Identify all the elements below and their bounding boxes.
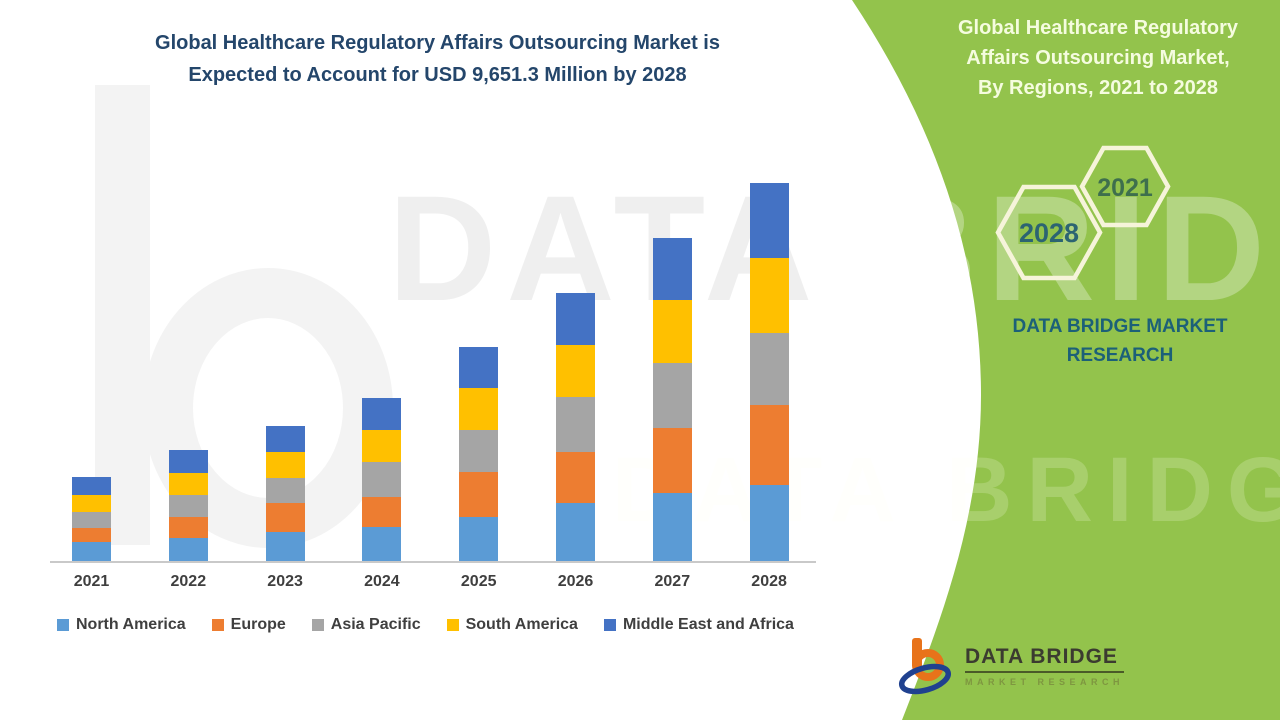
- logo-name: DATA BRIDGE: [965, 645, 1125, 673]
- side-panel-title-line3: By Regions, 2021 to 2028: [977, 77, 1219, 99]
- green-curve-shape: [852, 0, 1280, 720]
- x-axis-label: 2021: [73, 573, 110, 590]
- bar-segment: [265, 503, 305, 533]
- legend-marker: [57, 619, 69, 631]
- bar-segment: [556, 397, 595, 453]
- legend-marker: [211, 619, 224, 631]
- bar-segment: [265, 426, 305, 453]
- bar-segment: [652, 363, 692, 429]
- bar-segment: [168, 473, 208, 496]
- stacked-bar-2025: [459, 347, 499, 561]
- stacked-bar-2024: [362, 398, 402, 561]
- side-panel-title-line1: Global Healthcare Regulatory: [957, 17, 1239, 39]
- brand-line2: RESEARCH: [1066, 345, 1174, 366]
- bar-segment: [362, 398, 402, 431]
- bar-segment: [72, 477, 111, 496]
- bar-segment: [749, 405, 789, 486]
- legend-label: Asia Pacific: [330, 616, 421, 633]
- legend-label: Europe: [230, 616, 286, 633]
- hexagon-2021-label: 2021: [1097, 174, 1153, 202]
- bar-segment: [72, 542, 111, 561]
- bar-segment: [459, 430, 499, 473]
- bar-segment: [652, 493, 692, 561]
- legend-label: Middle East and Africa: [622, 616, 794, 633]
- legend-marker: [603, 619, 616, 631]
- bar-segment: [362, 527, 402, 561]
- bar-segment: [652, 300, 692, 364]
- plot-area: 2021 2022 2023 2024 2025 2026 2027 2028: [53, 168, 815, 590]
- legend-marker: [311, 619, 324, 631]
- hexagon-badges: 2028 2021: [995, 145, 1171, 281]
- legend-item: Middle East and Africa: [603, 616, 794, 634]
- chart-title-line1: Global Healthcare Regulatory Affairs Out…: [155, 32, 720, 54]
- logo-tagline: MARKET RESEARCH: [965, 677, 1125, 687]
- bar-segment: [556, 503, 595, 561]
- stacked-bar-2026: [556, 293, 595, 561]
- x-axis-label: 2026: [557, 573, 594, 590]
- legend-item: North America: [57, 616, 186, 634]
- bar-segment: [362, 430, 402, 463]
- bar-segment: [362, 462, 402, 498]
- x-axis-label: 2025: [460, 573, 497, 590]
- bar-segment: [459, 517, 499, 561]
- x-axis-label: 2028: [751, 573, 787, 590]
- bar-segment: [265, 478, 305, 504]
- chart-title: Global Healthcare Regulatory Affairs Out…: [60, 27, 815, 91]
- side-panel-title: Global Healthcare Regulatory Affairs Out…: [948, 13, 1248, 103]
- side-panel-brand-text: DATA BRIDGE MARKET RESEARCH: [975, 312, 1265, 370]
- legend-label: South America: [465, 616, 578, 633]
- x-axis-label: 2027: [654, 573, 691, 590]
- bar-segment: [168, 517, 208, 539]
- bar-segment: [749, 485, 789, 561]
- data-bridge-logo-icon: [898, 638, 952, 695]
- bar-segment: [265, 452, 305, 479]
- bar-segment: [168, 450, 208, 474]
- stacked-bar-2027: [652, 238, 692, 561]
- bar-segment: [556, 293, 595, 346]
- bar-segment: [556, 345, 595, 398]
- chart-title-line2: Expected to Account for USD 9,651.3 Mill…: [188, 64, 687, 86]
- bar-segment: [72, 528, 111, 543]
- x-axis-line: [50, 561, 816, 563]
- hexagon-2021-outline: [1079, 145, 1171, 228]
- bar-segment: [652, 238, 692, 300]
- bar-segment: [749, 333, 789, 406]
- bar-segment: [749, 183, 789, 259]
- bar-segment: [749, 258, 789, 334]
- legend-label: North America: [76, 616, 186, 633]
- stacked-bar-2028: [749, 183, 789, 561]
- stacked-bar-2021: [72, 477, 111, 561]
- bar-segment: [459, 347, 499, 389]
- stacked-bar-2022: [168, 450, 208, 561]
- bar-segment: [362, 497, 402, 528]
- legend-marker: [446, 619, 459, 631]
- bar-segment: [72, 512, 111, 529]
- bar-segment: [265, 532, 305, 561]
- x-axis-label: 2023: [267, 573, 303, 590]
- side-panel-title-line2: Affairs Outsourcing Market,: [966, 47, 1230, 69]
- hexagon-2028-label: 2028: [1019, 218, 1079, 248]
- brand-line1: DATA BRIDGE MARKET: [1012, 316, 1228, 337]
- legend: North America Europe Asia Pacific South Ame…: [57, 616, 794, 634]
- company-logo: DATA BRIDGE MARKET RESEARCH: [897, 636, 1125, 696]
- stacked-bar-2023: [265, 426, 305, 561]
- bar-segment: [556, 452, 595, 503]
- x-axis-label: 2022: [170, 573, 207, 590]
- bar-segment: [459, 472, 499, 518]
- bar-segment: [168, 538, 208, 561]
- x-axis-label: 2024: [364, 573, 400, 590]
- legend-item: Asia Pacific: [311, 616, 421, 634]
- bar-segment: [652, 428, 692, 494]
- logo-text: DATA BRIDGE MARKET RESEARCH: [965, 645, 1125, 687]
- legend-item: Europe: [211, 616, 286, 634]
- legend-item: South America: [446, 616, 578, 634]
- bar-segment: [168, 495, 208, 518]
- hexagon-2028-outline: [995, 184, 1103, 281]
- bar-segment: [72, 495, 111, 513]
- bar-segment: [459, 388, 499, 431]
